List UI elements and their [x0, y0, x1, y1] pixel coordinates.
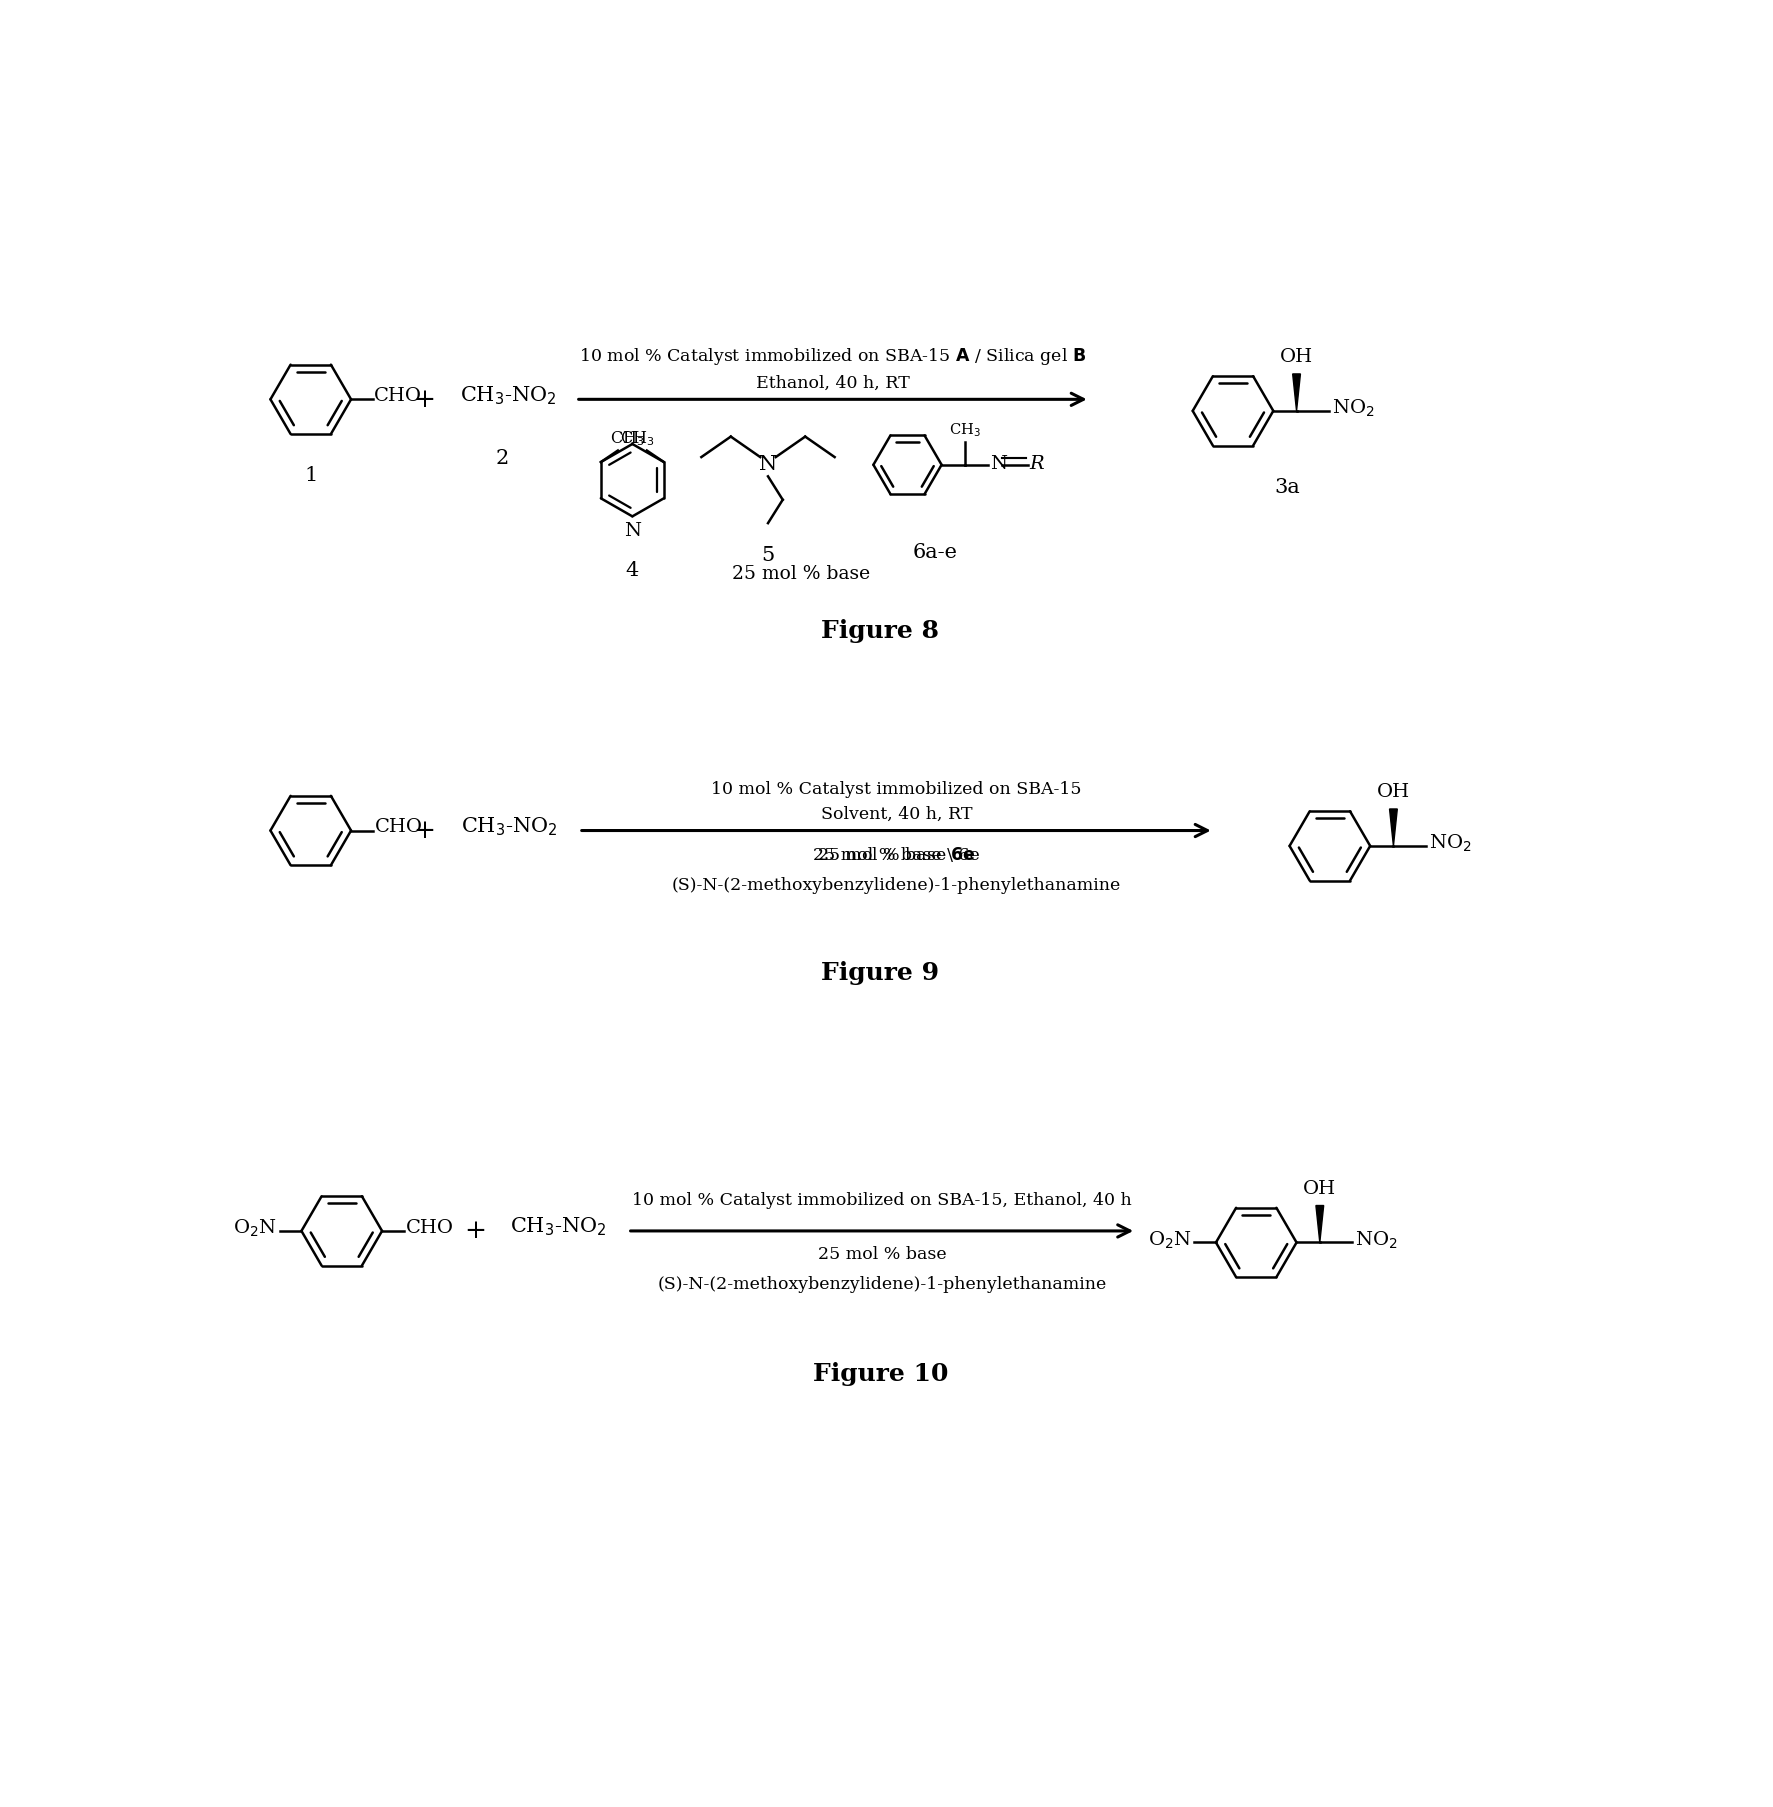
- Text: Figure 9: Figure 9: [821, 961, 940, 985]
- Text: 25 mol % base: 25 mol % base: [817, 1247, 947, 1263]
- Text: 3a: 3a: [1275, 477, 1300, 497]
- Text: CH$_3$-NO$_2$: CH$_3$-NO$_2$: [461, 815, 558, 838]
- Text: 10 mol % Catalyst immobilized on SBA-15, Ethanol, 40 h: 10 mol % Catalyst immobilized on SBA-15,…: [631, 1193, 1131, 1209]
- Text: Figure 10: Figure 10: [812, 1362, 949, 1386]
- Polygon shape: [1316, 1205, 1324, 1243]
- Text: CHO: CHO: [376, 819, 424, 837]
- Text: +: +: [413, 819, 436, 844]
- Text: 4: 4: [626, 560, 638, 580]
- Text: (S)-N-(2-methoxybenzylidene)-1-phenylethanamine: (S)-N-(2-methoxybenzylidene)-1-phenyleth…: [658, 1276, 1106, 1292]
- Text: NO$_2$: NO$_2$: [1332, 398, 1374, 419]
- Text: 2: 2: [495, 450, 509, 468]
- Text: Solvent, 40 h, RT: Solvent, 40 h, RT: [821, 806, 972, 822]
- Text: +: +: [465, 1218, 486, 1243]
- Text: N: N: [989, 455, 1007, 473]
- Polygon shape: [1293, 374, 1300, 410]
- Text: CH$_3$: CH$_3$: [621, 430, 654, 448]
- Text: 6a-e: 6a-e: [911, 544, 957, 562]
- Text: CH$_3$-NO$_2$: CH$_3$-NO$_2$: [459, 385, 557, 407]
- Text: CH$_3$: CH$_3$: [949, 421, 980, 439]
- Text: 10 mol % Catalyst immobilized on SBA-15 $\mathbf{A}$ / Silica gel $\mathbf{B}$: 10 mol % Catalyst immobilized on SBA-15 …: [580, 345, 1087, 367]
- Text: Ethanol, 40 h, RT: Ethanol, 40 h, RT: [755, 374, 910, 392]
- Text: CH$_3$-NO$_2$: CH$_3$-NO$_2$: [511, 1216, 606, 1238]
- Text: OH: OH: [1378, 782, 1410, 801]
- Text: OH: OH: [1303, 1180, 1337, 1198]
- Text: 10 mol % Catalyst immobilized on SBA-15: 10 mol % Catalyst immobilized on SBA-15: [711, 781, 1082, 799]
- Text: (S)-N-(2-methoxybenzylidene)-1-phenylethanamine: (S)-N-(2-methoxybenzylidene)-1-phenyleth…: [672, 876, 1121, 894]
- Text: O$_2$N: O$_2$N: [232, 1218, 277, 1240]
- Text: NO$_2$: NO$_2$: [1429, 833, 1472, 855]
- Text: N: N: [759, 455, 777, 473]
- Text: OH: OH: [1280, 349, 1314, 367]
- Text: CHO: CHO: [406, 1220, 454, 1236]
- Text: NO$_2$: NO$_2$: [1355, 1229, 1397, 1250]
- Text: 1: 1: [303, 466, 317, 486]
- Text: CHO: CHO: [374, 387, 422, 405]
- Text: N: N: [624, 522, 640, 540]
- Polygon shape: [1390, 810, 1397, 846]
- Text: +: +: [413, 387, 436, 412]
- Text: 25 mol % base: 25 mol % base: [732, 566, 871, 584]
- Text: 5: 5: [761, 546, 775, 564]
- Text: O$_2$N: O$_2$N: [1147, 1229, 1191, 1250]
- Text: Figure 8: Figure 8: [821, 618, 940, 643]
- Text: 25 mol % base \ 6e: 25 mol % base \ 6e: [812, 847, 980, 864]
- Text: 25 mol % base $\mathbf{6e}$: 25 mol % base $\mathbf{6e}$: [817, 847, 975, 864]
- Text: R: R: [1028, 455, 1044, 473]
- Text: CH$_3$: CH$_3$: [610, 430, 645, 448]
